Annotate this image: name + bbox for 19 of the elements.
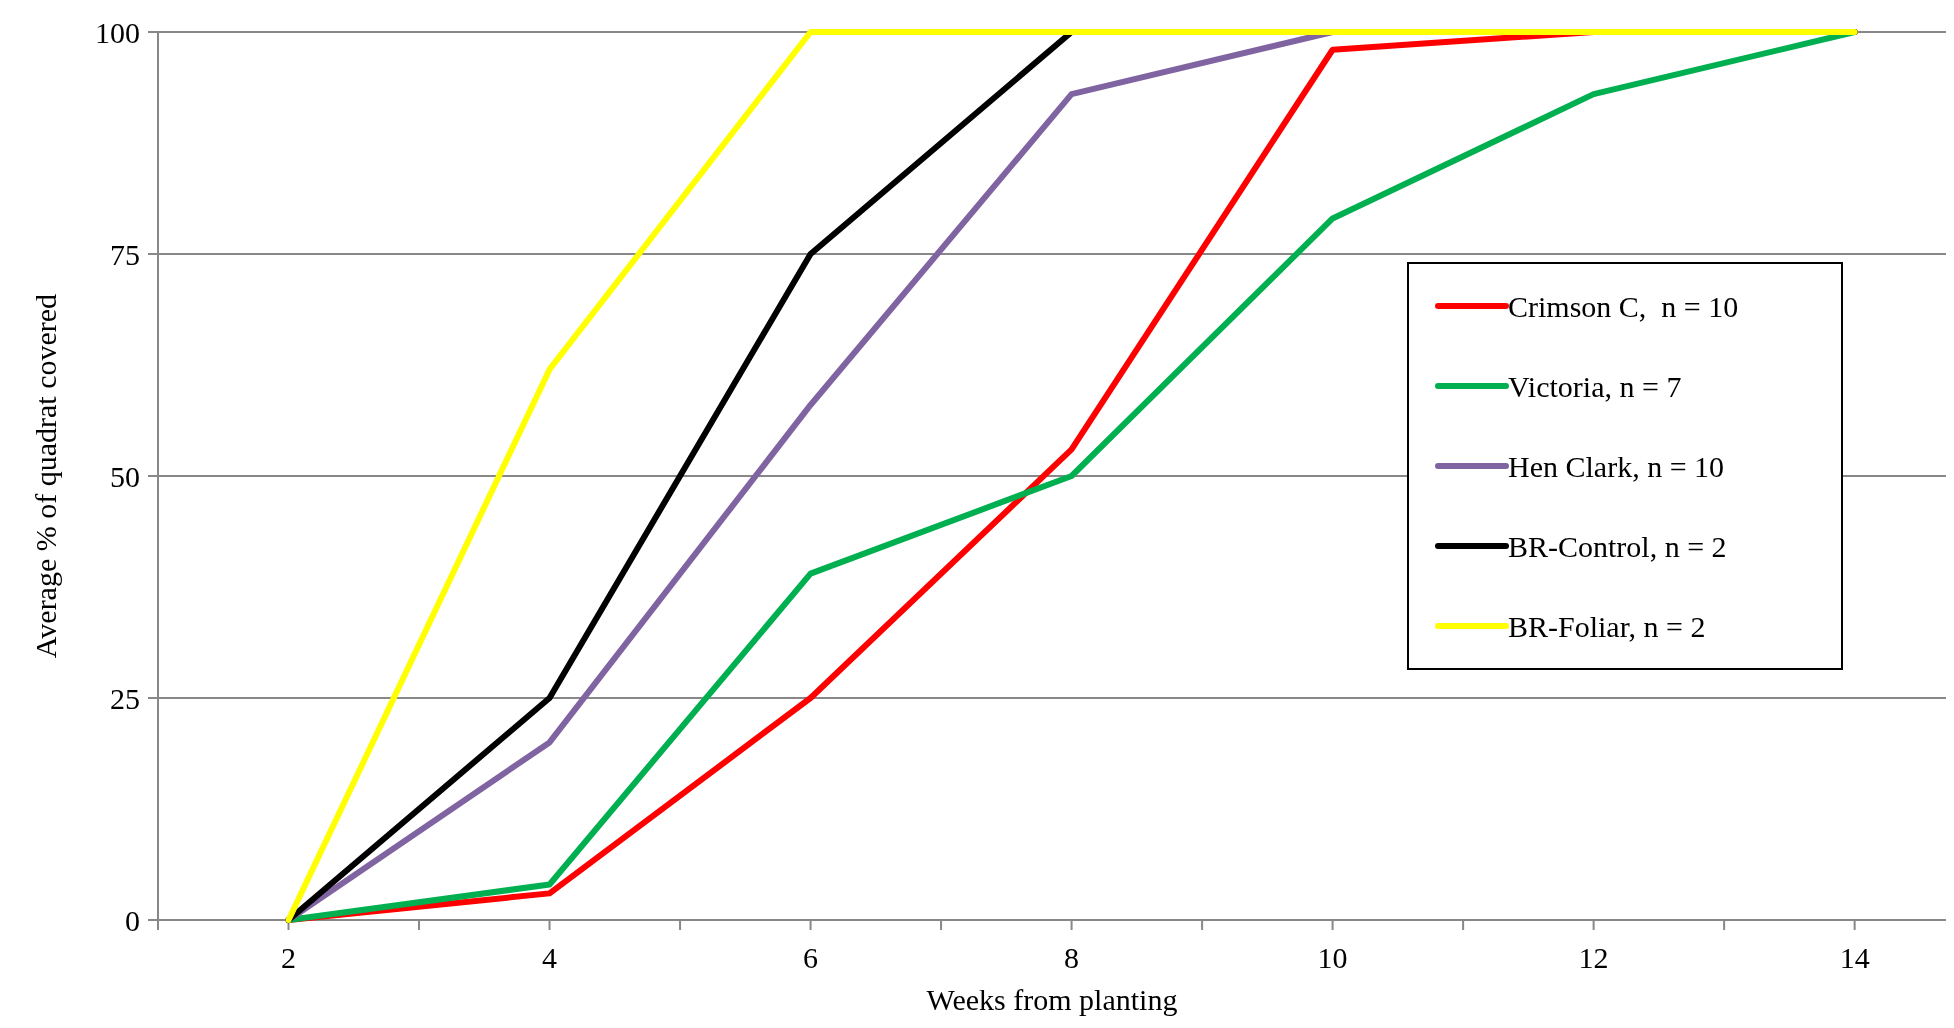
x-tick-label: 14	[1839, 941, 1870, 974]
x-tick-label: 12	[1578, 941, 1609, 974]
x-tick-label: 6	[803, 941, 819, 974]
legend-label: BR-Foliar, n = 2	[1508, 609, 1706, 643]
y-tick-label: 0	[125, 903, 140, 937]
x-tick-label: 2	[281, 941, 297, 974]
legend-label: Hen Clark, n = 10	[1508, 449, 1725, 483]
x-tick-label: 4	[542, 941, 558, 974]
x-axis-title: Weeks from planting	[926, 983, 1178, 1016]
y-tick-label: 100	[95, 15, 140, 49]
legend-label: BR-Control, n = 2	[1508, 529, 1727, 563]
y-tick-label: 25	[110, 681, 140, 715]
x-tick-label: 8	[1064, 941, 1080, 974]
y-axis-title: Average % of quadrat covered	[29, 293, 62, 659]
x-tick-label: 10	[1317, 941, 1348, 974]
legend-label: Victoria, n = 7	[1508, 369, 1682, 403]
y-tick-label: 50	[110, 459, 140, 493]
legend-label: Crimson C, n = 10	[1508, 289, 1739, 323]
y-tick-label: 75	[110, 237, 140, 271]
